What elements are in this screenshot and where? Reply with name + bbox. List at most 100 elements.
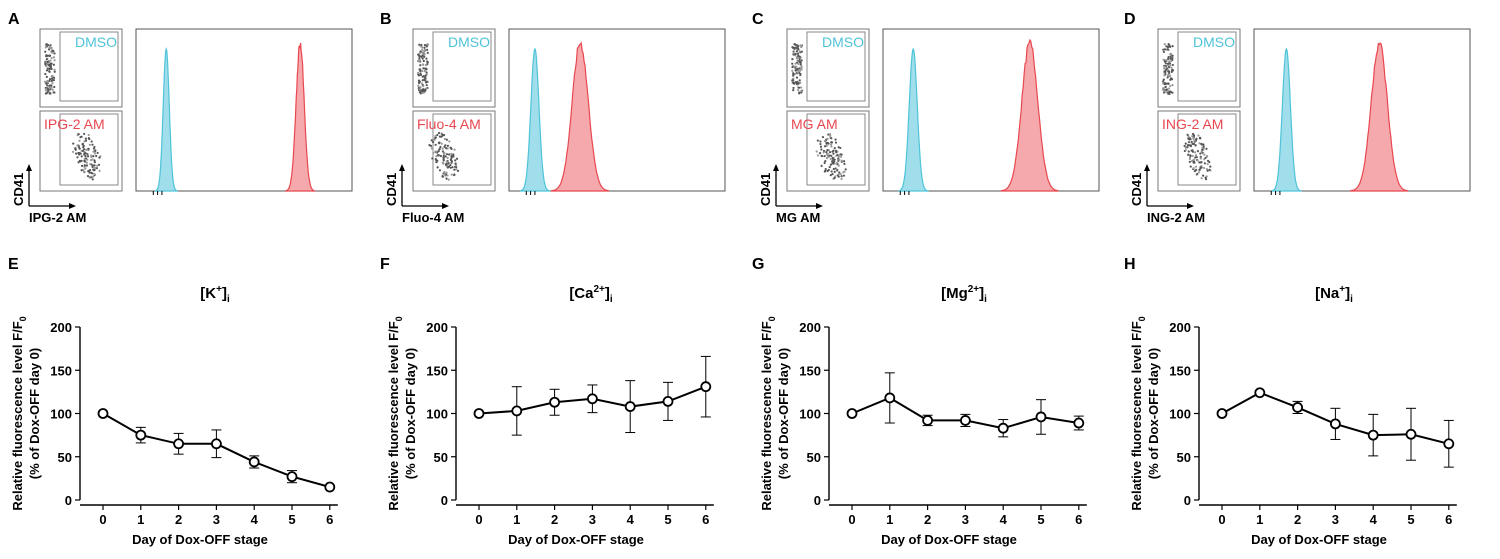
scatter-dot <box>72 150 75 154</box>
scatter-dot <box>1205 167 1208 171</box>
scatter-dot <box>52 56 56 59</box>
scatter-dot <box>77 153 81 156</box>
scatter-dot <box>1202 143 1205 146</box>
scatter-dot <box>842 171 845 174</box>
x-tick-label: 5 <box>288 512 295 527</box>
scatter-dot <box>52 63 55 66</box>
scatter-dot <box>417 59 420 63</box>
scatter-dot <box>44 50 47 53</box>
scatter-dot <box>1189 145 1193 148</box>
y-axis-label-line2: (% of Dox-OFF day 0) <box>403 348 418 479</box>
scatter-dot <box>88 169 92 172</box>
chart-title: [Mg2+]i <box>941 284 987 305</box>
scatter-dot <box>443 145 446 148</box>
chart-title: [Ca2+]i <box>569 284 613 305</box>
scatter-dot <box>1200 161 1203 164</box>
scatter-dot <box>425 45 428 48</box>
scatter-dot <box>48 86 51 89</box>
scatter-dot <box>824 167 827 171</box>
scatter-dot <box>820 164 823 168</box>
scatter-dot <box>840 177 843 180</box>
scatter-dot <box>839 172 842 176</box>
title-part: ] <box>979 285 984 302</box>
scatter-dot <box>47 43 50 47</box>
scatter-dot <box>1202 166 1206 170</box>
gate-top <box>1177 31 1237 102</box>
scatter-dot <box>1193 139 1196 142</box>
data-point <box>286 471 298 483</box>
y-tick-label: 0 <box>814 493 821 508</box>
scatter-dot <box>794 81 797 84</box>
title-superscript: 2+ <box>593 284 605 295</box>
scatter-dot <box>1200 142 1203 146</box>
scatter-dot <box>793 65 796 68</box>
scatter-dot <box>830 154 833 157</box>
scatter-dot <box>423 70 426 73</box>
scatter-dot <box>1198 137 1202 140</box>
scatter-dot <box>83 160 86 163</box>
data-point <box>1292 402 1303 413</box>
scatter-dot <box>46 60 49 64</box>
scatter-dot <box>791 65 794 69</box>
scatter-dot <box>442 154 445 157</box>
scatter-dot <box>1186 133 1189 136</box>
scatter-label-stain: MG AM <box>791 116 838 132</box>
gate-top <box>806 31 866 102</box>
scatter-dot <box>450 160 454 163</box>
y-tick-label: 50 <box>1177 450 1191 465</box>
scatter-dot <box>418 43 421 46</box>
scatter-dot <box>436 159 439 162</box>
scatter-dot <box>828 151 832 154</box>
scatter-dot <box>1165 67 1169 70</box>
scatter-dot <box>800 46 803 49</box>
scatter-dot <box>79 160 82 163</box>
scatter-dot <box>426 43 429 46</box>
scatter-dot <box>91 158 94 161</box>
scatter-dot <box>837 175 840 178</box>
scatter-dot <box>53 85 56 89</box>
x-tick-label: 5 <box>664 512 671 527</box>
scatter-dot <box>831 156 834 160</box>
y-label-line: Relative fluorescence level F/F <box>1129 321 1144 510</box>
x-tick-label: 5 <box>1037 512 1044 527</box>
scatter-dot <box>833 160 836 163</box>
scatter-dot <box>800 59 803 62</box>
scatter-dot <box>441 161 444 164</box>
scatter-dot <box>1171 91 1174 94</box>
line-chart-F: F [Ca2+]i 0 50 100 150 200 0 1 2 3 4 5 6 Day of Dox-OF… <box>380 256 714 547</box>
scatter-dot <box>829 134 832 137</box>
scatter-dot <box>799 73 802 77</box>
scatter-dot <box>48 46 51 49</box>
scatter-dot <box>1193 170 1196 173</box>
scatter-dot <box>449 146 452 149</box>
histogram-frame <box>882 28 1100 192</box>
scatter-dot <box>1202 174 1205 177</box>
scatter-dot <box>1200 177 1203 180</box>
scatter-dot <box>827 168 830 172</box>
histogram <box>135 28 353 195</box>
scatter-dot <box>837 172 841 176</box>
scatter-dot <box>832 167 835 171</box>
scatter-dot <box>835 162 838 165</box>
scatter-dot <box>1164 62 1167 65</box>
title-superscript: + <box>1339 284 1345 295</box>
x-tick-label: 3 <box>213 512 220 527</box>
scatter-dot <box>836 153 839 157</box>
scatter-dot <box>797 89 800 92</box>
scatter-dot <box>422 67 425 70</box>
scatter-dot <box>84 139 88 142</box>
data-point <box>960 415 971 426</box>
scatter-dot <box>799 67 802 70</box>
x-tick-label: 1 <box>1256 512 1263 527</box>
scatter-dot <box>51 82 54 85</box>
histogram <box>882 28 1100 195</box>
scatter-dot <box>48 61 51 64</box>
scatter-dot <box>78 147 81 150</box>
scatter-dot <box>47 48 51 51</box>
scatter-dot <box>423 53 426 56</box>
scatter-dot <box>1164 86 1167 89</box>
scatter-dot <box>839 155 843 158</box>
gate-bottom <box>59 113 119 186</box>
